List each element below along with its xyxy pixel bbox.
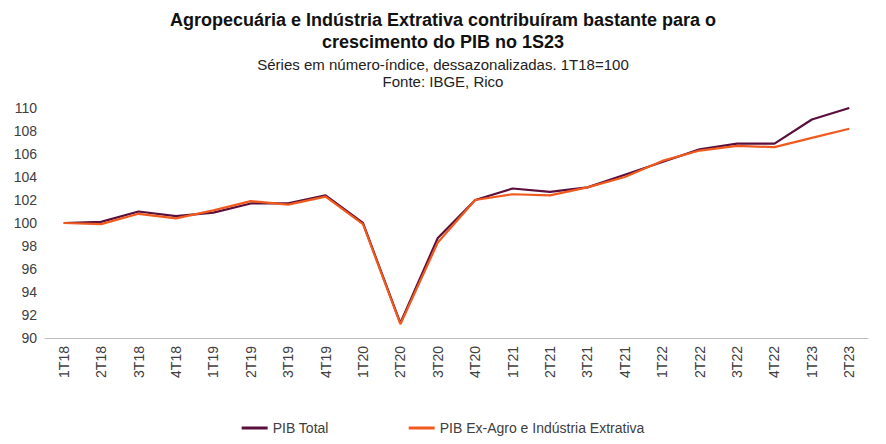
svg-text:3T21: 3T21 <box>579 346 595 378</box>
svg-text:1T21: 1T21 <box>505 346 521 378</box>
svg-text:2T22: 2T22 <box>692 346 708 378</box>
svg-text:1T22: 1T22 <box>654 346 670 378</box>
svg-text:96: 96 <box>21 261 37 277</box>
svg-text:1T23: 1T23 <box>804 346 820 378</box>
svg-text:2T19: 2T19 <box>243 346 259 378</box>
svg-text:94: 94 <box>21 284 37 300</box>
svg-text:2T18: 2T18 <box>93 346 109 378</box>
svg-text:3T19: 3T19 <box>280 346 296 378</box>
svg-text:2T20: 2T20 <box>392 346 408 378</box>
svg-text:4T22: 4T22 <box>766 346 782 378</box>
svg-text:108: 108 <box>14 123 38 139</box>
svg-text:Séries em número-índice, dessa: Séries em número-índice, dessazonalizada… <box>257 56 628 73</box>
svg-text:90: 90 <box>21 330 37 346</box>
svg-text:1T19: 1T19 <box>205 346 221 378</box>
svg-text:3T18: 3T18 <box>131 346 147 378</box>
svg-text:2T21: 2T21 <box>542 346 558 378</box>
svg-text:1T18: 1T18 <box>56 346 72 378</box>
svg-text:100: 100 <box>14 215 38 231</box>
svg-text:4T21: 4T21 <box>617 346 633 378</box>
svg-text:102: 102 <box>14 192 38 208</box>
svg-text:crescimento do PIB no 1S23: crescimento do PIB no 1S23 <box>322 32 564 52</box>
svg-text:106: 106 <box>14 146 38 162</box>
svg-text:3T22: 3T22 <box>729 346 745 378</box>
svg-text:4T20: 4T20 <box>467 346 483 378</box>
svg-text:92: 92 <box>21 307 37 323</box>
svg-text:2T23: 2T23 <box>841 346 857 378</box>
svg-text:4T18: 4T18 <box>168 346 184 378</box>
svg-text:Agropecuária e Indústria Extra: Agropecuária e Indústria Extrativa contr… <box>170 10 716 30</box>
svg-text:PIB Total: PIB Total <box>273 420 329 436</box>
svg-text:PIB Ex-Agro e Indústria Extrat: PIB Ex-Agro e Indústria Extrativa <box>440 420 645 436</box>
svg-text:Fonte: IBGE, Rico: Fonte: IBGE, Rico <box>383 73 504 90</box>
svg-text:1T20: 1T20 <box>355 346 371 378</box>
svg-text:98: 98 <box>21 238 37 254</box>
svg-text:110: 110 <box>15 100 38 116</box>
svg-text:104: 104 <box>14 169 38 185</box>
svg-text:4T19: 4T19 <box>318 346 334 378</box>
svg-text:3T20: 3T20 <box>430 346 446 378</box>
